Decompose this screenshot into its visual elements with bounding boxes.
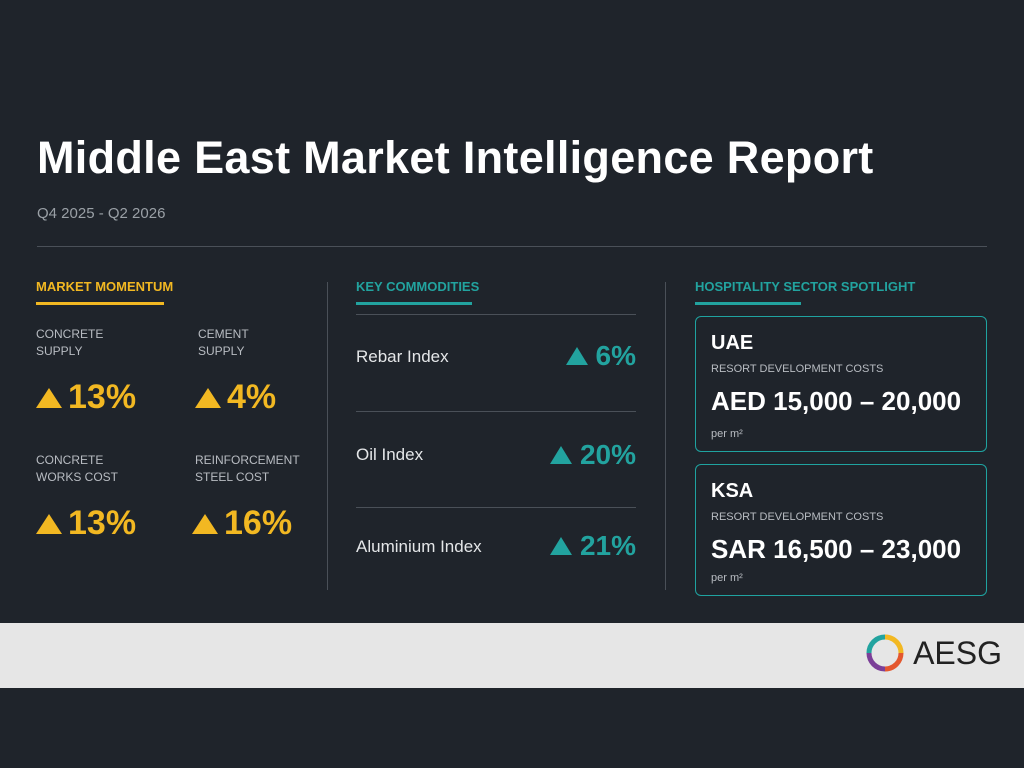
commodity-value: 21%	[436, 530, 636, 562]
commodity-text: 6%	[595, 340, 636, 371]
metric-value: 13%	[36, 378, 136, 417]
commodity-value: 6%	[436, 340, 636, 372]
logo-text: AESG	[913, 634, 1002, 671]
underline	[356, 302, 472, 305]
metric-value: 13%	[36, 504, 136, 543]
report-title: Middle East Market Intelligence Report	[37, 132, 874, 183]
underline	[36, 302, 164, 305]
cost-value: AED 15,000 – 20,000	[711, 386, 962, 416]
cost-label: RESORT DEVELOPMENT COSTS	[711, 511, 884, 523]
section-title: KEY COMMODITIES	[356, 279, 480, 294]
commodity-label: Rebar Index	[356, 347, 449, 366]
metric-label: CEMENT SUPPLY	[198, 327, 249, 358]
region: UAE	[711, 332, 754, 354]
row-divider	[356, 411, 636, 412]
commodity-label: Oil Index	[356, 445, 424, 464]
metric-text: 16%	[224, 504, 293, 542]
cost-card: UAE RESORT DEVELOPMENT COSTS AED 15,000 …	[695, 316, 987, 452]
row-divider	[356, 314, 636, 315]
cost-unit: per m²	[711, 428, 743, 440]
row-divider	[356, 507, 636, 508]
section-title: HOSPITALITY SECTOR SPOTLIGHT	[695, 279, 916, 294]
section-title: MARKET MOMENTUM	[36, 279, 174, 294]
cost-card: KSA RESORT DEVELOPMENT COSTS SAR 16,500 …	[695, 464, 987, 596]
commodity-label: Aluminium Index	[356, 537, 482, 556]
commodity-value: 20%	[436, 439, 636, 471]
metric-label: REINFORCEMENT STEEL COST	[195, 453, 300, 484]
commodity-text: 21%	[579, 530, 636, 561]
logo-mark	[866, 634, 904, 672]
divider	[665, 282, 666, 590]
metric-text: 4%	[227, 378, 277, 416]
region: KSA	[711, 480, 754, 502]
metric-label: CONCRETE SUPPLY	[36, 327, 104, 358]
metric-value: 16%	[192, 504, 292, 543]
cost-unit: per m²	[711, 572, 743, 584]
metric-label: CONCRETE WORKS COST	[36, 453, 119, 484]
underline	[695, 302, 801, 305]
commodity-text: 20%	[579, 439, 636, 470]
cost-value: SAR 16,500 – 23,000	[711, 534, 962, 564]
metric-text: 13%	[68, 378, 137, 416]
divider	[327, 282, 328, 590]
logo: AESG	[865, 633, 1002, 673]
report-period: Q4 2025 - Q2 2026	[37, 205, 166, 222]
metric-text: 13%	[68, 504, 137, 542]
cost-label: RESORT DEVELOPMENT COSTS	[711, 363, 884, 375]
divider	[37, 246, 987, 247]
metric-value: 4%	[195, 378, 276, 417]
footer: AESG	[0, 623, 1024, 688]
